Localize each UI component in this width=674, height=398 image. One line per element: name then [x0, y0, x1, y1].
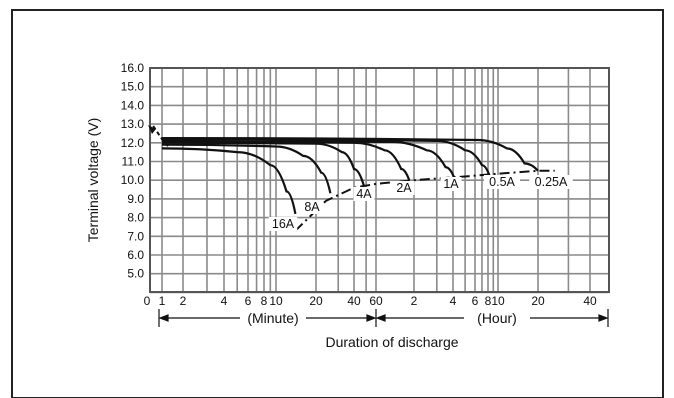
- x-tick-label: 20: [531, 294, 545, 308]
- y-tick-label: 8.0: [127, 211, 144, 225]
- series-line: [161, 143, 332, 194]
- arrow-right-icon: [366, 314, 377, 322]
- end-voltage-line: [294, 169, 555, 232]
- series-label: 4A: [356, 187, 372, 201]
- y-tick-label: 10.0: [121, 173, 145, 187]
- y-tick-label: 12.0: [121, 136, 145, 150]
- initial-drop-line: [152, 125, 171, 150]
- x-tick-label: 20: [309, 294, 323, 308]
- label-bg: [301, 200, 323, 214]
- series-label: 1A: [443, 177, 459, 191]
- x-axis-title: Duration of discharge: [325, 334, 458, 350]
- series-line: [161, 147, 297, 215]
- arrow-left-icon: [158, 314, 169, 322]
- x-tick-label: 40: [583, 294, 597, 308]
- x-tick-label: 10: [491, 294, 505, 308]
- series-label: 8A: [304, 200, 320, 214]
- y-tick-label: 11.0: [122, 155, 145, 169]
- arrow-right-icon: [598, 314, 609, 322]
- y-tick-label: 6.0: [127, 248, 144, 262]
- label-bg: [440, 177, 462, 191]
- x-tick-label: 0: [144, 294, 151, 308]
- y-tick-label: 15.0: [121, 80, 145, 94]
- arrow-left-icon: [375, 314, 386, 322]
- x-tick-label: 40: [347, 294, 361, 308]
- x-tick-label: 6: [245, 294, 252, 308]
- series-line: [161, 137, 539, 172]
- x-tick-label: 2: [411, 294, 418, 308]
- label-bg: [484, 175, 520, 189]
- outer-border: [11, 9, 664, 398]
- x-tick-label: 2: [180, 294, 187, 308]
- y-tick-label: 16.0: [121, 61, 145, 75]
- y-tick-label: 7.0: [127, 229, 144, 243]
- series-label: 16A: [272, 217, 295, 231]
- discharge-curves: [148, 125, 555, 232]
- range-indicator: [158, 309, 609, 327]
- hour-range-label: (Hour): [477, 310, 517, 326]
- y-tick-label: 9.0: [127, 192, 144, 206]
- x-tick-label: 8: [261, 294, 268, 308]
- series-line: [161, 139, 457, 181]
- minute-range-label: (Minute): [247, 310, 298, 326]
- arrow-head-icon: [148, 125, 156, 134]
- label-bg: [393, 181, 415, 195]
- y-tick-label: 13.0: [121, 117, 145, 131]
- series-label: 0.25A: [535, 175, 568, 189]
- x-tick-label: 10: [269, 294, 283, 308]
- x-tick-label: 4: [450, 294, 457, 308]
- curve-labels: 16A 8A 4A 2A 1A 0.5A 0.25A: [268, 175, 573, 231]
- label-bg: [529, 175, 573, 189]
- y-tick-label: 5.0: [127, 267, 144, 281]
- y-axis-title: Terminal voltage (V): [85, 118, 101, 243]
- y-tick-label: 14.0: [121, 98, 145, 112]
- label-bg: [353, 187, 375, 201]
- x-tick-label: 60: [369, 294, 383, 308]
- x-tick-labels: 0 1 2 4 6 8 10 20 40 60 2 4 6 8 10 20 40: [144, 294, 597, 308]
- x-tick-label: 8: [485, 294, 492, 308]
- x-tick-label: 6: [472, 294, 479, 308]
- series-label: 0.5A: [489, 175, 515, 189]
- x-tick-label: 1: [159, 294, 166, 308]
- label-bg: [268, 217, 298, 231]
- x-tick-label: 4: [221, 294, 228, 308]
- series-label: 2A: [396, 181, 412, 195]
- y-tick-labels: 16.0 15.0 14.0 13.0 12.0 11.0 10.0 9.0 8.0 7.0 6.0…: [121, 61, 145, 281]
- plot-border: [149, 67, 610, 293]
